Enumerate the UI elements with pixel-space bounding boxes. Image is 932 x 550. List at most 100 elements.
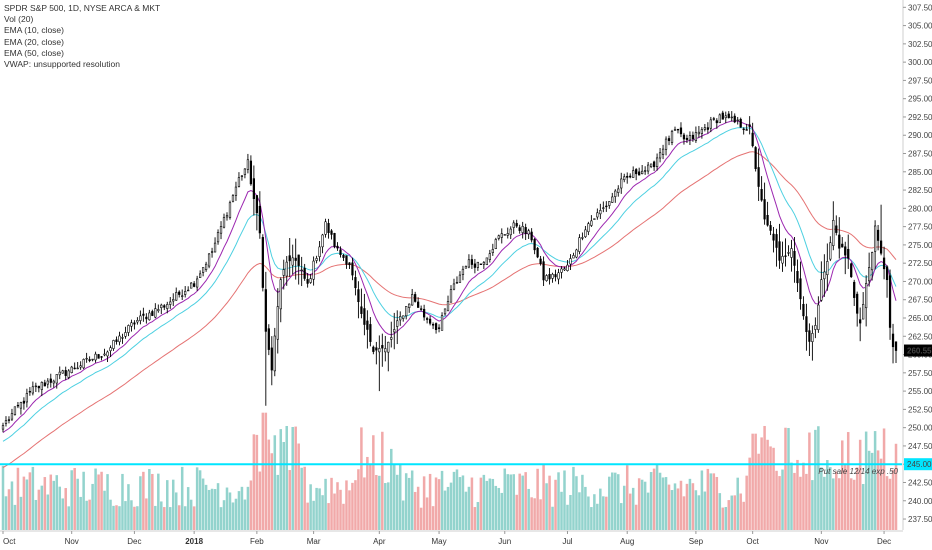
volume-bar <box>557 472 560 530</box>
volume-bar <box>261 412 265 530</box>
candle-body <box>288 255 291 262</box>
volume-bar <box>294 426 297 530</box>
volume-bar <box>724 507 728 530</box>
candle-body <box>378 348 381 353</box>
volume-bar <box>700 470 704 530</box>
volume-bar <box>670 490 674 530</box>
candle-body <box>291 257 294 266</box>
volume-bar <box>225 487 229 530</box>
price-tick-label: 255.00 <box>908 387 932 396</box>
candle-body <box>611 196 614 203</box>
volume-bar <box>763 425 766 530</box>
volume-bar <box>515 494 518 530</box>
candle-body <box>318 246 321 257</box>
candle-body <box>590 220 593 226</box>
legend-ema10: EMA (10, close) <box>4 25 64 36</box>
candle-body <box>760 189 763 201</box>
volume-bar <box>832 478 835 530</box>
candle-body <box>40 382 43 390</box>
candle-body <box>638 171 641 176</box>
legend-title: SPDR S&P 500, 1D, NYSE ARCA & MKT <box>4 3 161 13</box>
candle-body <box>193 283 196 287</box>
candle-body <box>694 132 698 141</box>
candle-body <box>402 315 405 319</box>
candle-body <box>581 237 584 239</box>
candle-body <box>712 118 715 120</box>
candle-body <box>724 115 727 119</box>
candle-body <box>225 215 229 218</box>
volume-bar <box>40 485 44 530</box>
candle-body <box>246 159 250 170</box>
candle-body <box>112 340 115 349</box>
volume-bar <box>679 480 683 530</box>
volume-bar <box>781 469 784 530</box>
volume-bar <box>876 450 880 530</box>
volume-bar <box>387 482 390 530</box>
candle-body <box>452 283 456 290</box>
candle-body <box>169 301 172 305</box>
candle-body <box>844 246 847 256</box>
candle-body <box>261 237 264 288</box>
candle-body <box>381 345 384 349</box>
volume-bar <box>688 478 692 530</box>
candle-body <box>751 132 754 147</box>
candle-body <box>31 386 34 394</box>
volume-bar <box>772 447 775 530</box>
price-tick-label: 300.00 <box>908 58 932 67</box>
volume-bar <box>646 492 650 530</box>
volume-bar <box>216 483 220 530</box>
candle-body <box>778 241 781 261</box>
candle-body <box>58 371 61 376</box>
candle-body <box>766 214 769 226</box>
time-tick-label: Nov <box>65 537 79 546</box>
candle-body <box>700 129 704 134</box>
volume-bar <box>300 467 303 530</box>
candle-body <box>408 303 411 308</box>
candle-body <box>599 210 602 215</box>
volume-bar <box>88 499 91 530</box>
candle-body <box>363 308 366 325</box>
candle-body <box>446 301 450 312</box>
candle-body <box>297 254 300 266</box>
candle-body <box>646 164 650 172</box>
volume-bar <box>673 483 677 530</box>
candle-body <box>37 385 40 389</box>
volume-bar <box>416 486 420 530</box>
volume-bar <box>867 450 871 530</box>
volume-bar <box>652 468 656 530</box>
volume-bar <box>85 500 88 530</box>
candle-body <box>772 233 775 241</box>
candle-body <box>805 316 808 333</box>
volume-bar <box>82 471 85 530</box>
volume-bar <box>590 507 593 530</box>
candle-body <box>175 292 178 301</box>
candle-body <box>109 347 112 352</box>
volume-bar <box>655 464 659 530</box>
candle-body <box>641 170 644 175</box>
candle-body <box>348 262 351 266</box>
candle-body <box>629 175 632 178</box>
volume-bar <box>533 498 536 530</box>
price-tick-label: 272.50 <box>908 259 932 268</box>
volume-bar <box>861 484 865 530</box>
candle-body <box>196 278 199 288</box>
time-tick-label: Nov <box>814 537 828 546</box>
volume-bar <box>186 487 190 530</box>
time-tick-label: Dec <box>877 537 891 546</box>
volume-bar <box>189 499 193 530</box>
volume-bar <box>852 479 856 530</box>
candle-body <box>210 251 214 253</box>
volume-bar <box>160 501 163 530</box>
volume-bar <box>682 496 686 530</box>
candle-body <box>142 313 145 316</box>
volume-bar <box>285 425 288 530</box>
candle-body <box>850 263 853 278</box>
volume-bar <box>70 470 73 530</box>
volume-bar <box>608 476 611 530</box>
volume-bar <box>10 481 14 530</box>
volume-bar <box>345 480 348 530</box>
volume-bar <box>715 476 719 530</box>
volume-bar <box>748 457 751 530</box>
candle-body <box>61 370 64 374</box>
